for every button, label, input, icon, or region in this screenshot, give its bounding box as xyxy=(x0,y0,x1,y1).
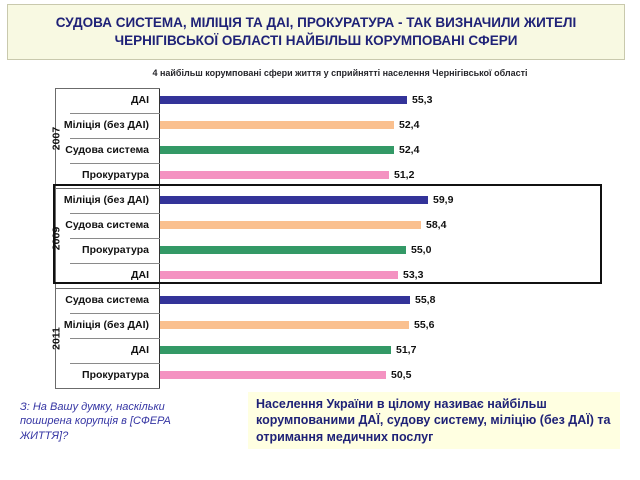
label-area-left-line xyxy=(55,88,56,388)
category-label: Судова система xyxy=(65,219,149,231)
category-separator-line xyxy=(70,213,160,214)
value-label: 55,3 xyxy=(412,94,433,106)
highlight-box-2009 xyxy=(53,184,602,284)
slide-title-box: СУДОВА СИСТЕМА, МІЛІЦІЯ ТА ДАІ, ПРОКУРАТ… xyxy=(7,4,625,60)
bar xyxy=(160,171,389,179)
bar xyxy=(160,321,409,329)
value-label: 50,5 xyxy=(391,369,412,381)
group-boundary-line xyxy=(55,388,160,389)
category-separator-line xyxy=(70,138,160,139)
category-label: Судова система xyxy=(65,144,149,156)
bar xyxy=(160,146,394,154)
bar xyxy=(160,221,421,229)
category-separator-line xyxy=(70,238,160,239)
value-label: 59,9 xyxy=(433,194,454,206)
value-label: 51,7 xyxy=(396,344,417,356)
bar xyxy=(160,271,398,279)
value-label: 52,4 xyxy=(399,144,420,156)
value-label: 55,6 xyxy=(414,319,435,331)
category-label: Судова система xyxy=(65,294,149,306)
corruption-bar-chart: 4 найбільш корумповані сфери життя у спр… xyxy=(0,64,640,394)
category-label: Прокуратура xyxy=(82,244,149,256)
summary-callout: Населення України в цілому називає найбі… xyxy=(248,392,620,449)
bar xyxy=(160,371,386,379)
bar xyxy=(160,196,428,204)
category-separator-line xyxy=(70,313,160,314)
category-label: Міліція (без ДАІ) xyxy=(63,319,149,331)
category-label: Прокуратура xyxy=(82,369,149,381)
bar xyxy=(160,96,407,104)
category-label: ДАІ xyxy=(131,269,149,281)
category-label: Прокуратура xyxy=(82,169,149,181)
category-label: ДАІ xyxy=(131,94,149,106)
value-label: 51,2 xyxy=(394,169,415,181)
category-separator-line xyxy=(70,338,160,339)
value-label: 55,0 xyxy=(411,244,432,256)
bar xyxy=(160,246,406,254)
survey-question-footnote: З: На Вашу думку, наскільки поширена кор… xyxy=(20,401,171,442)
slide-title: СУДОВА СИСТЕМА, МІЛІЦІЯ ТА ДАІ, ПРОКУРАТ… xyxy=(55,15,577,48)
value-label: 52,4 xyxy=(399,119,420,131)
category-separator-line xyxy=(70,363,160,364)
category-separator-line xyxy=(70,113,160,114)
group-boundary-line xyxy=(55,288,160,289)
bar xyxy=(160,121,394,129)
category-label: ДАІ xyxy=(131,344,149,356)
category-label: Міліція (без ДАІ) xyxy=(63,194,149,206)
bar xyxy=(160,346,391,354)
bar xyxy=(160,296,410,304)
group-boundary-line xyxy=(55,88,160,89)
group-boundary-line xyxy=(55,188,160,189)
category-separator-line xyxy=(70,163,160,164)
category-separator-line xyxy=(70,263,160,264)
category-label: Міліція (без ДАІ) xyxy=(63,119,149,131)
chart-title: 4 найбільш корумповані сфери життя у спр… xyxy=(152,68,528,78)
value-label: 55,8 xyxy=(415,294,436,306)
value-label: 53,3 xyxy=(403,269,424,281)
value-label: 58,4 xyxy=(426,219,447,231)
